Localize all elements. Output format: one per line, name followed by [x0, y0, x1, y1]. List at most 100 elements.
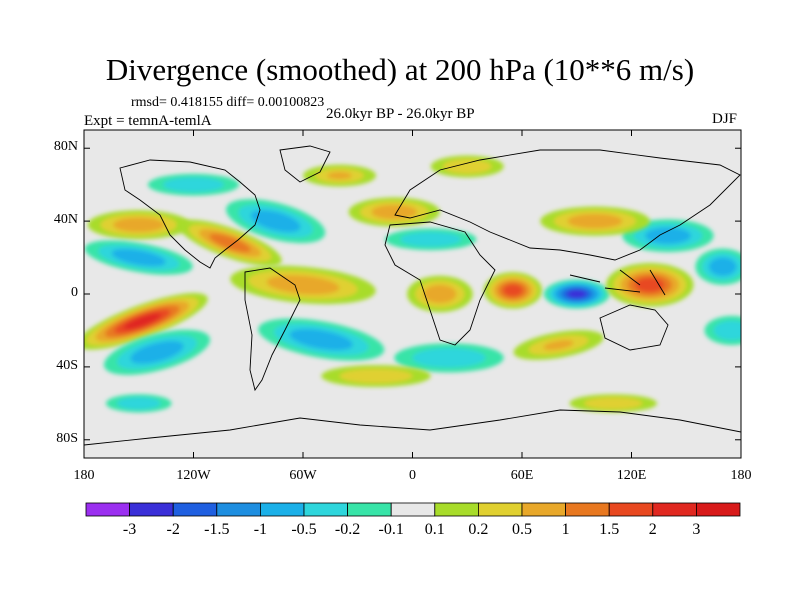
field-contour	[543, 340, 574, 350]
field-feature-positive-9	[407, 275, 473, 313]
field-contour	[178, 181, 209, 189]
colorbar-level-label: -1.5	[204, 521, 230, 538]
colorbar-swatch	[696, 502, 741, 517]
lon-label: 120W	[176, 468, 211, 483]
field-contour	[508, 287, 518, 294]
coast-north-america	[119, 159, 261, 269]
field-contour	[598, 400, 628, 407]
lon-label: 0	[409, 468, 416, 483]
field-contour	[722, 325, 741, 336]
colorbar-swatch	[259, 502, 305, 517]
colorbar-level-label: 0.2	[468, 521, 489, 538]
coast-maritime-islands	[569, 269, 666, 296]
period-label: 26.0kyr BP - 26.0kyr BP	[326, 106, 475, 122]
plot-title: Divergence (smoothed) at 200 hPa (10**6 …	[105, 52, 695, 87]
colorbar-swatch	[172, 502, 218, 517]
field-contour	[455, 162, 480, 171]
field-feature-positive-22	[303, 164, 376, 187]
colorbar-level-label: -2	[166, 521, 180, 538]
field-contour	[430, 352, 468, 363]
coast-south-america	[244, 267, 301, 392]
axis-ticks	[83, 130, 742, 458]
field-feature-negative-3	[84, 240, 193, 275]
field-feature-positive-0	[84, 293, 208, 350]
field-feature-positive-20	[569, 394, 658, 413]
field-feature-negative-24	[695, 248, 741, 285]
field-feature-positive-23	[430, 155, 504, 178]
experiment-label: Expt = temnA-temlA	[84, 113, 212, 129]
colorbar-level-label: 0.1	[424, 521, 445, 538]
season-label: DJF	[712, 111, 738, 127]
colorbar-level-label: 1	[561, 521, 570, 538]
lat-label: 40S	[56, 357, 78, 373]
coast-africa	[384, 221, 496, 346]
colorbar-swatch	[521, 502, 566, 517]
colorbar	[85, 502, 741, 517]
field-contour	[127, 400, 150, 407]
colorbar-swatch	[347, 502, 392, 517]
field-contour	[125, 221, 152, 229]
field-contour	[581, 217, 609, 225]
field-feature-negative-19	[105, 394, 172, 413]
field-contour	[656, 231, 680, 240]
coastlines	[84, 145, 741, 446]
lon-label: 60E	[510, 468, 534, 483]
divergence-field	[84, 155, 741, 413]
field-feature-positive-18	[321, 365, 431, 387]
field-contour	[642, 281, 658, 289]
field-feature-positive-11	[605, 263, 694, 307]
field-contour	[572, 291, 582, 297]
colorbar-swatch	[85, 502, 130, 517]
field-feature-positive-14	[348, 197, 440, 227]
colorbar-swatch	[608, 502, 654, 517]
colorbar-swatch	[303, 502, 348, 517]
field-feature-positive-16	[513, 330, 604, 360]
coast-greenland	[279, 145, 331, 183]
field-contour	[327, 171, 352, 180]
field-contour	[133, 317, 152, 326]
lon-label: 60W	[289, 468, 317, 483]
coast-australia	[599, 304, 669, 351]
colorbar-swatch	[390, 502, 436, 517]
colorbar-level-label: 2	[648, 521, 657, 538]
field-feature-negative-21	[147, 173, 240, 196]
field-feature-positive-4	[178, 219, 282, 267]
field-contour	[143, 346, 171, 358]
field-contour	[284, 280, 322, 290]
coast-antarctica	[84, 409, 741, 446]
field-feature-negative-25	[704, 315, 741, 346]
field-feature-negative-15	[385, 228, 477, 251]
field-contour	[305, 334, 337, 345]
colorbar-swatch	[565, 502, 610, 517]
colorbar-swatch	[216, 502, 261, 517]
field-contour	[415, 235, 446, 243]
lon-label: 120E	[616, 468, 647, 483]
lat-label: 80S	[56, 430, 78, 446]
colorbar-level-label: 0.5	[512, 521, 532, 538]
field-feature-positive-8	[483, 272, 543, 309]
colorbar-level-label: -0.1	[378, 521, 404, 538]
colorbar-level-label: 3	[692, 521, 701, 538]
field-feature-negative-17	[394, 343, 504, 373]
field-feature-negative-7	[258, 318, 385, 361]
lon-label: 180	[730, 468, 752, 483]
lat-label: 40N	[53, 212, 78, 228]
colorbar-swatch	[477, 502, 523, 517]
colorbar-level-label: 1.5	[599, 521, 620, 538]
lat-label: 0	[71, 285, 78, 300]
field-contour	[715, 262, 730, 272]
colorbar-swatch	[129, 502, 174, 517]
colorbar-swatch	[652, 502, 697, 517]
stats-text: rmsd= 0.418155 diff= 0.00100823	[131, 95, 325, 110]
colorbar-level-label: -0.5	[291, 521, 317, 538]
coast-eurasia	[394, 149, 741, 261]
colorbar-swatch	[434, 502, 479, 517]
field-feature-positive-2	[87, 210, 190, 240]
field-feature-positive-6	[230, 265, 376, 305]
field-feature-negative-10	[543, 279, 610, 309]
colorbar-level-label: -3	[122, 521, 137, 538]
colorbar-level-label: -0.2	[334, 521, 361, 538]
field-contour	[219, 238, 241, 248]
colorbar-level-label: -1	[253, 521, 268, 538]
